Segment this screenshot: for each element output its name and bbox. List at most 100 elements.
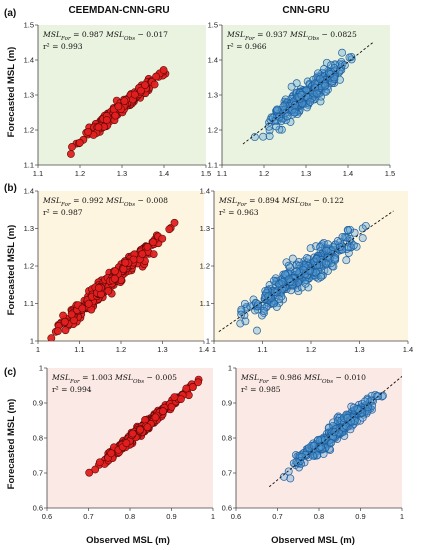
scatter-points: [67, 66, 170, 158]
x-tick-label: 1.2: [116, 345, 126, 354]
data-point: [151, 413, 160, 422]
data-point: [84, 127, 92, 136]
data-point: [321, 87, 330, 96]
data-point: [360, 397, 369, 406]
data-point: [316, 243, 325, 251]
x-tick-label: 1.1: [74, 345, 84, 354]
column-title-cnn-gru: CNN-GRU: [282, 5, 329, 16]
data-point: [280, 472, 288, 481]
data-point: [342, 256, 351, 265]
data-point: [279, 102, 288, 111]
data-point: [329, 421, 338, 430]
data-point: [316, 74, 325, 83]
data-point: [313, 261, 322, 270]
data-point: [122, 439, 131, 447]
data-point: [254, 300, 263, 309]
scatter-points: [85, 375, 203, 477]
data-point: [188, 383, 197, 391]
data-point: [303, 254, 311, 262]
data-point: [349, 403, 358, 412]
y-tick-label: 0.6: [33, 504, 43, 513]
data-point: [61, 317, 69, 326]
data-point: [358, 224, 367, 233]
data-point: [346, 225, 354, 234]
data-point: [170, 393, 179, 401]
data-point: [283, 112, 292, 121]
data-point: [259, 132, 268, 141]
x-tick-label: 1.1: [257, 345, 267, 354]
x-tick-label: 1.3: [301, 169, 311, 178]
y-tick-label: 1: [228, 364, 232, 373]
data-point: [271, 116, 280, 125]
x-tick-label: 1.2: [75, 169, 85, 178]
data-point: [286, 263, 294, 272]
data-point: [296, 88, 305, 97]
ylabel-row-b: Forecasted MSL (m): [6, 225, 17, 316]
data-point: [288, 254, 297, 263]
x-tick-label: 1: [212, 345, 216, 354]
x-tick-label: 0.7: [83, 512, 93, 521]
data-point: [150, 80, 159, 89]
data-point: [338, 48, 347, 57]
data-point: [299, 265, 308, 274]
data-point: [341, 233, 350, 242]
data-point: [47, 334, 56, 341]
data-point: [301, 279, 310, 288]
x-tick-label: 1.5: [201, 169, 211, 178]
data-point: [94, 283, 103, 292]
data-point: [306, 97, 315, 106]
data-point: [236, 319, 245, 328]
regression-equation: MSLFor = 1.003 MSLObs − 0.005: [51, 373, 177, 385]
data-point: [330, 255, 339, 264]
y-tick-label: 1.4: [200, 187, 210, 196]
data-point: [94, 123, 103, 132]
x-tick-label: 1.2: [259, 169, 269, 178]
ylabel-row-a: Forecasted MSL (m): [6, 47, 17, 138]
scatter-points: [47, 218, 179, 341]
data-point: [159, 407, 167, 416]
data-point: [136, 425, 144, 434]
data-point: [313, 451, 322, 460]
data-point: [237, 310, 246, 319]
y-tick-label: 1.1: [200, 299, 210, 308]
data-point: [305, 443, 314, 452]
data-point: [292, 267, 301, 276]
data-point: [327, 439, 335, 447]
data-point: [253, 326, 261, 335]
data-point: [361, 221, 370, 230]
data-point: [335, 66, 344, 75]
x-tick-label: 1: [211, 512, 215, 521]
data-point: [143, 242, 152, 251]
data-point: [354, 405, 362, 414]
x-tick-label: 0.9: [355, 512, 365, 521]
data-point: [317, 272, 325, 281]
y-tick-label: 1.3: [24, 91, 34, 100]
y-tick-label: 1.2: [200, 262, 210, 271]
y-tick-label: 1.1: [208, 161, 218, 170]
y-tick-label: 1.4: [208, 56, 218, 65]
scatter-panel-c-right: 0.6 0.7 0.8 0.9 1 0.6 0.7 0.8 0.9 1 MSLFor = 0.986…: [222, 364, 405, 521]
data-point: [104, 286, 113, 295]
y-tick-label: 1.1: [24, 299, 34, 308]
data-point: [176, 395, 185, 403]
data-point: [290, 108, 299, 117]
data-point: [275, 125, 284, 134]
panel-label-c: (c): [4, 367, 16, 378]
x-tick-label: 0.7: [272, 512, 282, 521]
data-point: [321, 259, 330, 268]
x-tick-label: 1: [36, 345, 40, 354]
data-point: [349, 241, 358, 250]
data-point: [149, 238, 157, 247]
data-point: [278, 278, 287, 287]
trendline: [242, 41, 374, 145]
data-point: [309, 451, 317, 460]
data-point: [321, 81, 330, 90]
x-tick-label: 0.9: [166, 512, 176, 521]
data-point: [273, 105, 282, 114]
r-squared-label: r² = 0.985: [241, 385, 281, 394]
data-point: [67, 310, 76, 319]
data-point: [67, 150, 75, 158]
data-point: [78, 304, 87, 313]
